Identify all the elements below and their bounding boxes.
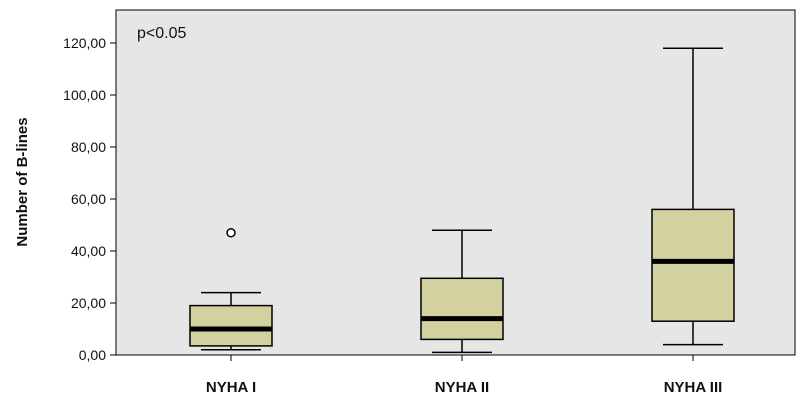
y-tick-label: 60,00: [71, 191, 106, 207]
p-value-annotation: p<0.05: [137, 25, 186, 42]
y-axis: 0,00 20,00 40,00 60,00 80,00 100,00 120,00: [63, 35, 116, 363]
x-category-label: NYHA III: [664, 379, 723, 396]
x-axis: NYHA I NYHA II NYHA III: [206, 355, 722, 396]
y-tick-label: 100,00: [63, 87, 106, 103]
box-nyha-i: [189, 228, 273, 351]
box-nyha-ii: [420, 229, 504, 354]
x-category-label: NYHA I: [206, 379, 256, 396]
y-tick-label: 80,00: [71, 139, 106, 155]
y-tick-label: 0,00: [79, 347, 106, 363]
box-nyha-iii: [651, 47, 735, 346]
outlier-point: [226, 228, 236, 238]
y-tick-label: 120,00: [63, 35, 106, 51]
iqr-box: [420, 277, 504, 341]
iqr-box: [189, 304, 273, 347]
y-axis-title: Number of B-lines: [14, 117, 31, 246]
iqr-box: [651, 208, 735, 322]
x-category-label: NYHA II: [435, 379, 489, 396]
y-tick-label: 40,00: [71, 243, 106, 259]
boxes-group: [189, 47, 735, 354]
y-tick-label: 20,00: [71, 295, 106, 311]
